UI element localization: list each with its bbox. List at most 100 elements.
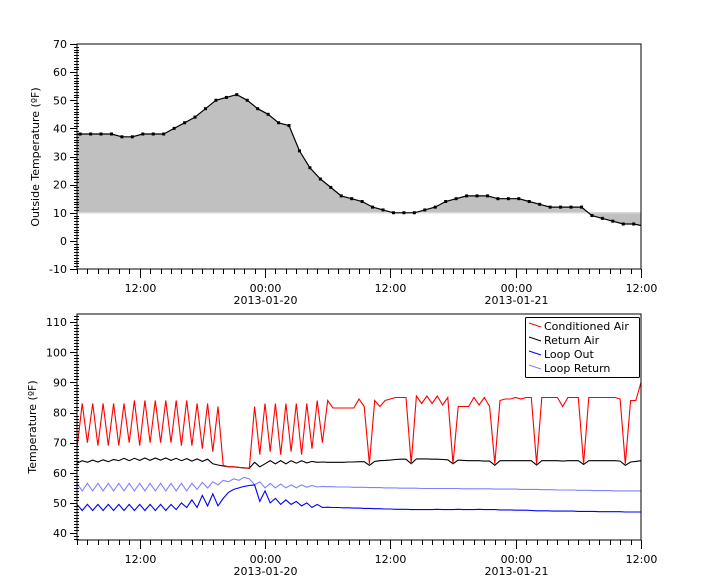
data-point-marker <box>109 132 113 136</box>
data-point-marker <box>99 132 103 136</box>
legend-label: Loop Out <box>544 348 595 361</box>
data-point-marker <box>371 205 375 209</box>
x-tick-label: 00:00 <box>250 282 282 295</box>
series-line-conditioned-air <box>77 382 641 469</box>
data-point-marker <box>183 121 187 125</box>
data-point-marker <box>360 200 364 203</box>
data-point-marker <box>214 98 218 102</box>
data-point-marker <box>235 93 239 97</box>
x-tick-label: 12:00 <box>626 282 658 295</box>
y-tick-label: 110 <box>46 316 67 329</box>
y-tick-label: 20 <box>53 179 67 192</box>
x-tick-date-label: 2013-01-20 <box>234 565 298 578</box>
data-point-marker <box>465 194 469 198</box>
x-tick-label: 12:00 <box>125 282 157 295</box>
series-line-loop-out <box>77 484 641 513</box>
data-point-marker <box>496 197 500 201</box>
x-tick-label: 00:00 <box>501 282 533 295</box>
data-point-marker <box>600 216 604 220</box>
data-point-marker <box>559 205 563 209</box>
y-tick-label: 60 <box>53 467 67 480</box>
y-tick-label: 0 <box>60 235 67 248</box>
legend-swatch <box>528 350 542 356</box>
y-tick-label: 100 <box>46 346 67 359</box>
data-point-marker <box>193 115 197 119</box>
series-line-loop-return <box>77 476 641 492</box>
data-point-marker <box>89 132 93 136</box>
x-tick-label: 12:00 <box>125 553 157 566</box>
y-tick-label: 50 <box>53 94 67 107</box>
x-tick-date-label: 2013-01-20 <box>234 294 298 307</box>
y-tick-label: 30 <box>53 151 67 164</box>
data-point-marker <box>297 149 301 153</box>
data-point-marker <box>391 211 395 215</box>
y-tick-label: 90 <box>53 376 67 389</box>
y-tick-label: 40 <box>53 527 67 540</box>
y-tick-label: 60 <box>53 66 67 79</box>
x-tick-label: 12:00 <box>626 553 658 566</box>
legend-swatch <box>528 336 542 342</box>
data-point-marker <box>308 166 312 170</box>
y-tick-label: 80 <box>53 407 67 420</box>
x-tick-label: 12:00 <box>375 282 407 295</box>
temperature-line <box>77 93 642 227</box>
data-point-marker <box>433 205 437 209</box>
data-point-marker <box>350 197 354 201</box>
data-point-marker <box>224 95 228 99</box>
y-tick-label: 70 <box>53 437 67 450</box>
x-tick-date-label: 2013-01-21 <box>485 565 549 578</box>
data-point-marker <box>162 132 166 136</box>
data-point-marker <box>130 135 134 139</box>
x-tick-date-label: 2013-01-21 <box>485 294 549 307</box>
data-point-marker <box>318 177 322 181</box>
y-tick-label: 40 <box>53 122 67 135</box>
y-tick-label: 70 <box>53 38 67 51</box>
data-point-marker <box>266 112 270 116</box>
series-line-return-air <box>77 457 641 469</box>
data-point-marker <box>141 132 145 136</box>
data-point-marker <box>632 222 636 226</box>
data-point-marker <box>590 214 594 218</box>
data-point-marker <box>277 121 281 125</box>
data-point-marker <box>611 219 615 223</box>
data-point-marker <box>454 197 458 201</box>
data-point-marker <box>538 202 542 206</box>
legend-box <box>525 317 640 378</box>
data-point-marker <box>412 211 416 215</box>
legend-label: Return Air <box>544 334 600 347</box>
data-point-marker <box>517 197 521 201</box>
y-tick-label: -10 <box>49 263 67 276</box>
data-point-marker <box>506 197 510 201</box>
data-point-marker <box>172 126 176 130</box>
data-point-marker <box>381 208 385 212</box>
data-point-marker <box>485 194 489 198</box>
data-point-marker <box>548 205 552 209</box>
y-axis-label-temperature: Temperature (ºF) <box>26 380 39 474</box>
data-point-marker <box>120 135 124 139</box>
data-point-marker <box>78 132 82 136</box>
y-axis-label-outside-temperature: Outside Temperature (ºF) <box>29 87 42 226</box>
data-point-marker <box>527 200 531 203</box>
data-point-marker <box>151 132 155 136</box>
data-point-marker <box>423 208 427 212</box>
data-point-marker <box>339 194 343 198</box>
data-point-marker <box>579 205 583 209</box>
data-point-marker <box>329 185 333 189</box>
x-tick-label: 00:00 <box>501 553 533 566</box>
data-point-marker <box>402 211 406 215</box>
data-point-marker <box>287 124 291 128</box>
data-point-marker <box>203 107 207 111</box>
legend-swatch <box>528 364 542 370</box>
x-tick-label: 00:00 <box>250 553 282 566</box>
legend-swatch <box>528 322 542 328</box>
x-tick-label: 12:00 <box>375 553 407 566</box>
y-tick-label: 10 <box>53 207 67 220</box>
y-tick-label: 50 <box>53 497 67 510</box>
data-point-marker <box>245 98 249 102</box>
legend-label: Conditioned Air <box>544 320 629 333</box>
legend-label: Loop Return <box>544 362 610 375</box>
data-point-marker <box>475 194 479 198</box>
data-point-marker <box>256 107 260 111</box>
